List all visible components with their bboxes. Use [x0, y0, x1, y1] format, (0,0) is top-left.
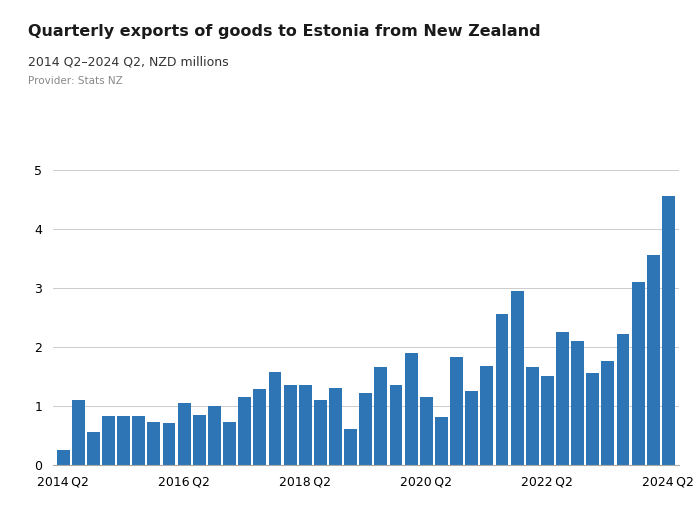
Bar — [329, 388, 342, 465]
Bar — [57, 450, 69, 465]
Bar — [72, 400, 85, 465]
Bar — [117, 416, 130, 465]
Bar — [148, 422, 160, 465]
Bar — [420, 397, 433, 465]
Bar — [178, 403, 190, 465]
Bar — [631, 282, 645, 465]
Bar — [541, 376, 554, 465]
Bar — [162, 423, 176, 465]
Bar — [359, 393, 372, 465]
Bar — [390, 385, 402, 465]
Text: Provider: Stats NZ: Provider: Stats NZ — [28, 76, 122, 86]
Bar — [299, 385, 312, 465]
Bar — [344, 429, 357, 465]
Bar — [450, 358, 463, 465]
Bar — [208, 406, 221, 465]
Bar — [238, 397, 251, 465]
Bar — [223, 422, 236, 465]
Bar — [435, 417, 448, 465]
Text: Quarterly exports of goods to Estonia from New Zealand: Quarterly exports of goods to Estonia fr… — [28, 24, 540, 39]
Bar — [269, 372, 281, 465]
Bar — [587, 373, 599, 465]
Bar — [556, 332, 569, 465]
Bar — [314, 400, 327, 465]
Text: figure.nz: figure.nz — [568, 17, 653, 35]
Bar — [480, 365, 494, 465]
Bar — [374, 368, 387, 465]
Bar — [617, 334, 629, 465]
Bar — [662, 196, 675, 465]
Bar — [496, 314, 508, 465]
Bar — [284, 385, 297, 465]
Bar — [601, 362, 615, 465]
Bar — [87, 432, 100, 465]
Bar — [193, 415, 206, 465]
Bar — [571, 341, 584, 465]
Bar — [510, 291, 524, 465]
Bar — [405, 353, 418, 465]
Bar — [647, 255, 659, 465]
Bar — [102, 416, 115, 465]
Bar — [253, 389, 266, 465]
Bar — [526, 368, 538, 465]
Bar — [466, 391, 478, 465]
Text: 2014 Q2–2024 Q2, NZD millions: 2014 Q2–2024 Q2, NZD millions — [28, 55, 229, 68]
Bar — [132, 416, 145, 465]
